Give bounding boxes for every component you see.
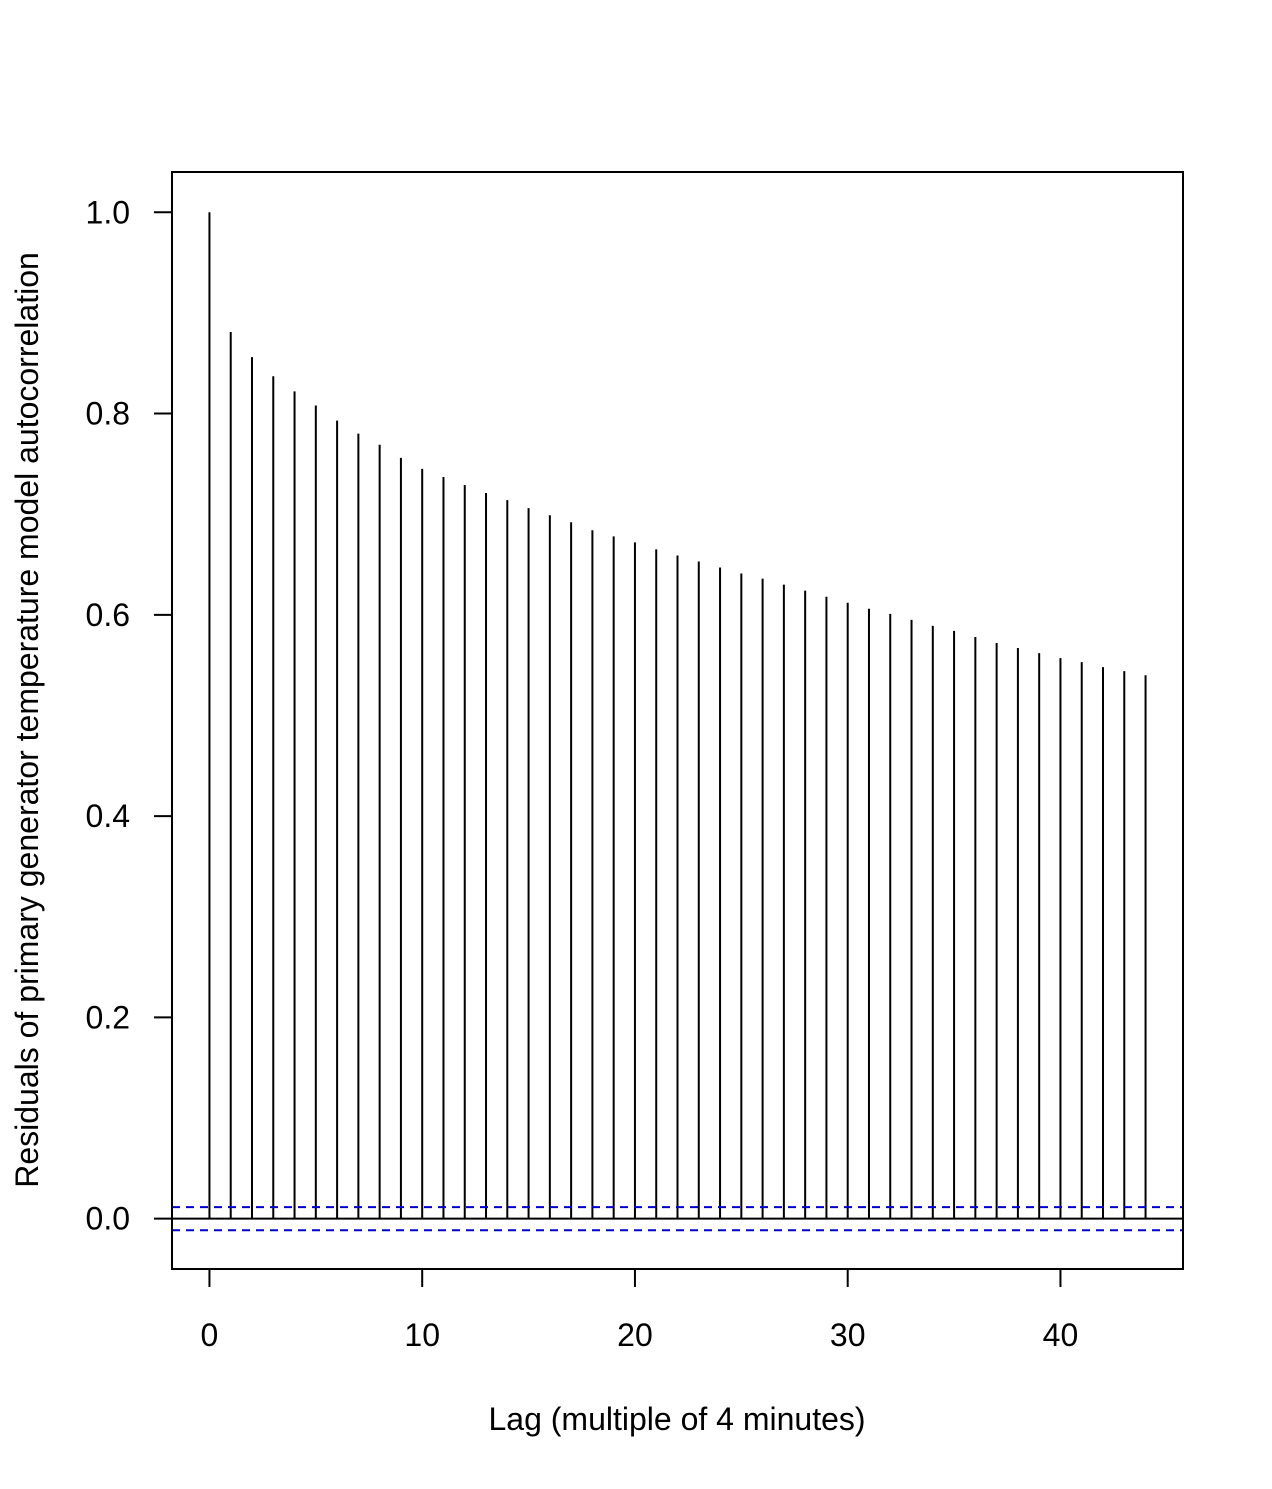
y-tick-label: 0.6 — [86, 597, 130, 633]
x-tick-label: 10 — [404, 1317, 440, 1353]
y-tick-label: 0.8 — [86, 396, 130, 432]
reference-lines — [172, 1206, 1183, 1232]
y-tick-label: 1.0 — [86, 194, 130, 230]
x-tick-label: 40 — [1043, 1317, 1079, 1353]
x-tick-label: 0 — [201, 1317, 219, 1353]
x-tick-label: 30 — [830, 1317, 866, 1353]
x-axis-label: Lag (multiple of 4 minutes) — [488, 1401, 865, 1437]
y-tick-label: 0.4 — [86, 798, 130, 834]
y-axis-label: Residuals of primary generator temperatu… — [9, 252, 45, 1188]
y-tick-label: 0.2 — [86, 999, 130, 1035]
x-tick-label: 20 — [617, 1317, 653, 1353]
stems-layer — [208, 212, 1147, 1219]
y-axis: 0.0 0.2 0.4 0.6 0.8 1.0 — [86, 194, 173, 1237]
y-tick-label: 0.0 — [86, 1201, 130, 1237]
x-axis: 0 10 20 30 40 — [201, 1268, 1079, 1353]
